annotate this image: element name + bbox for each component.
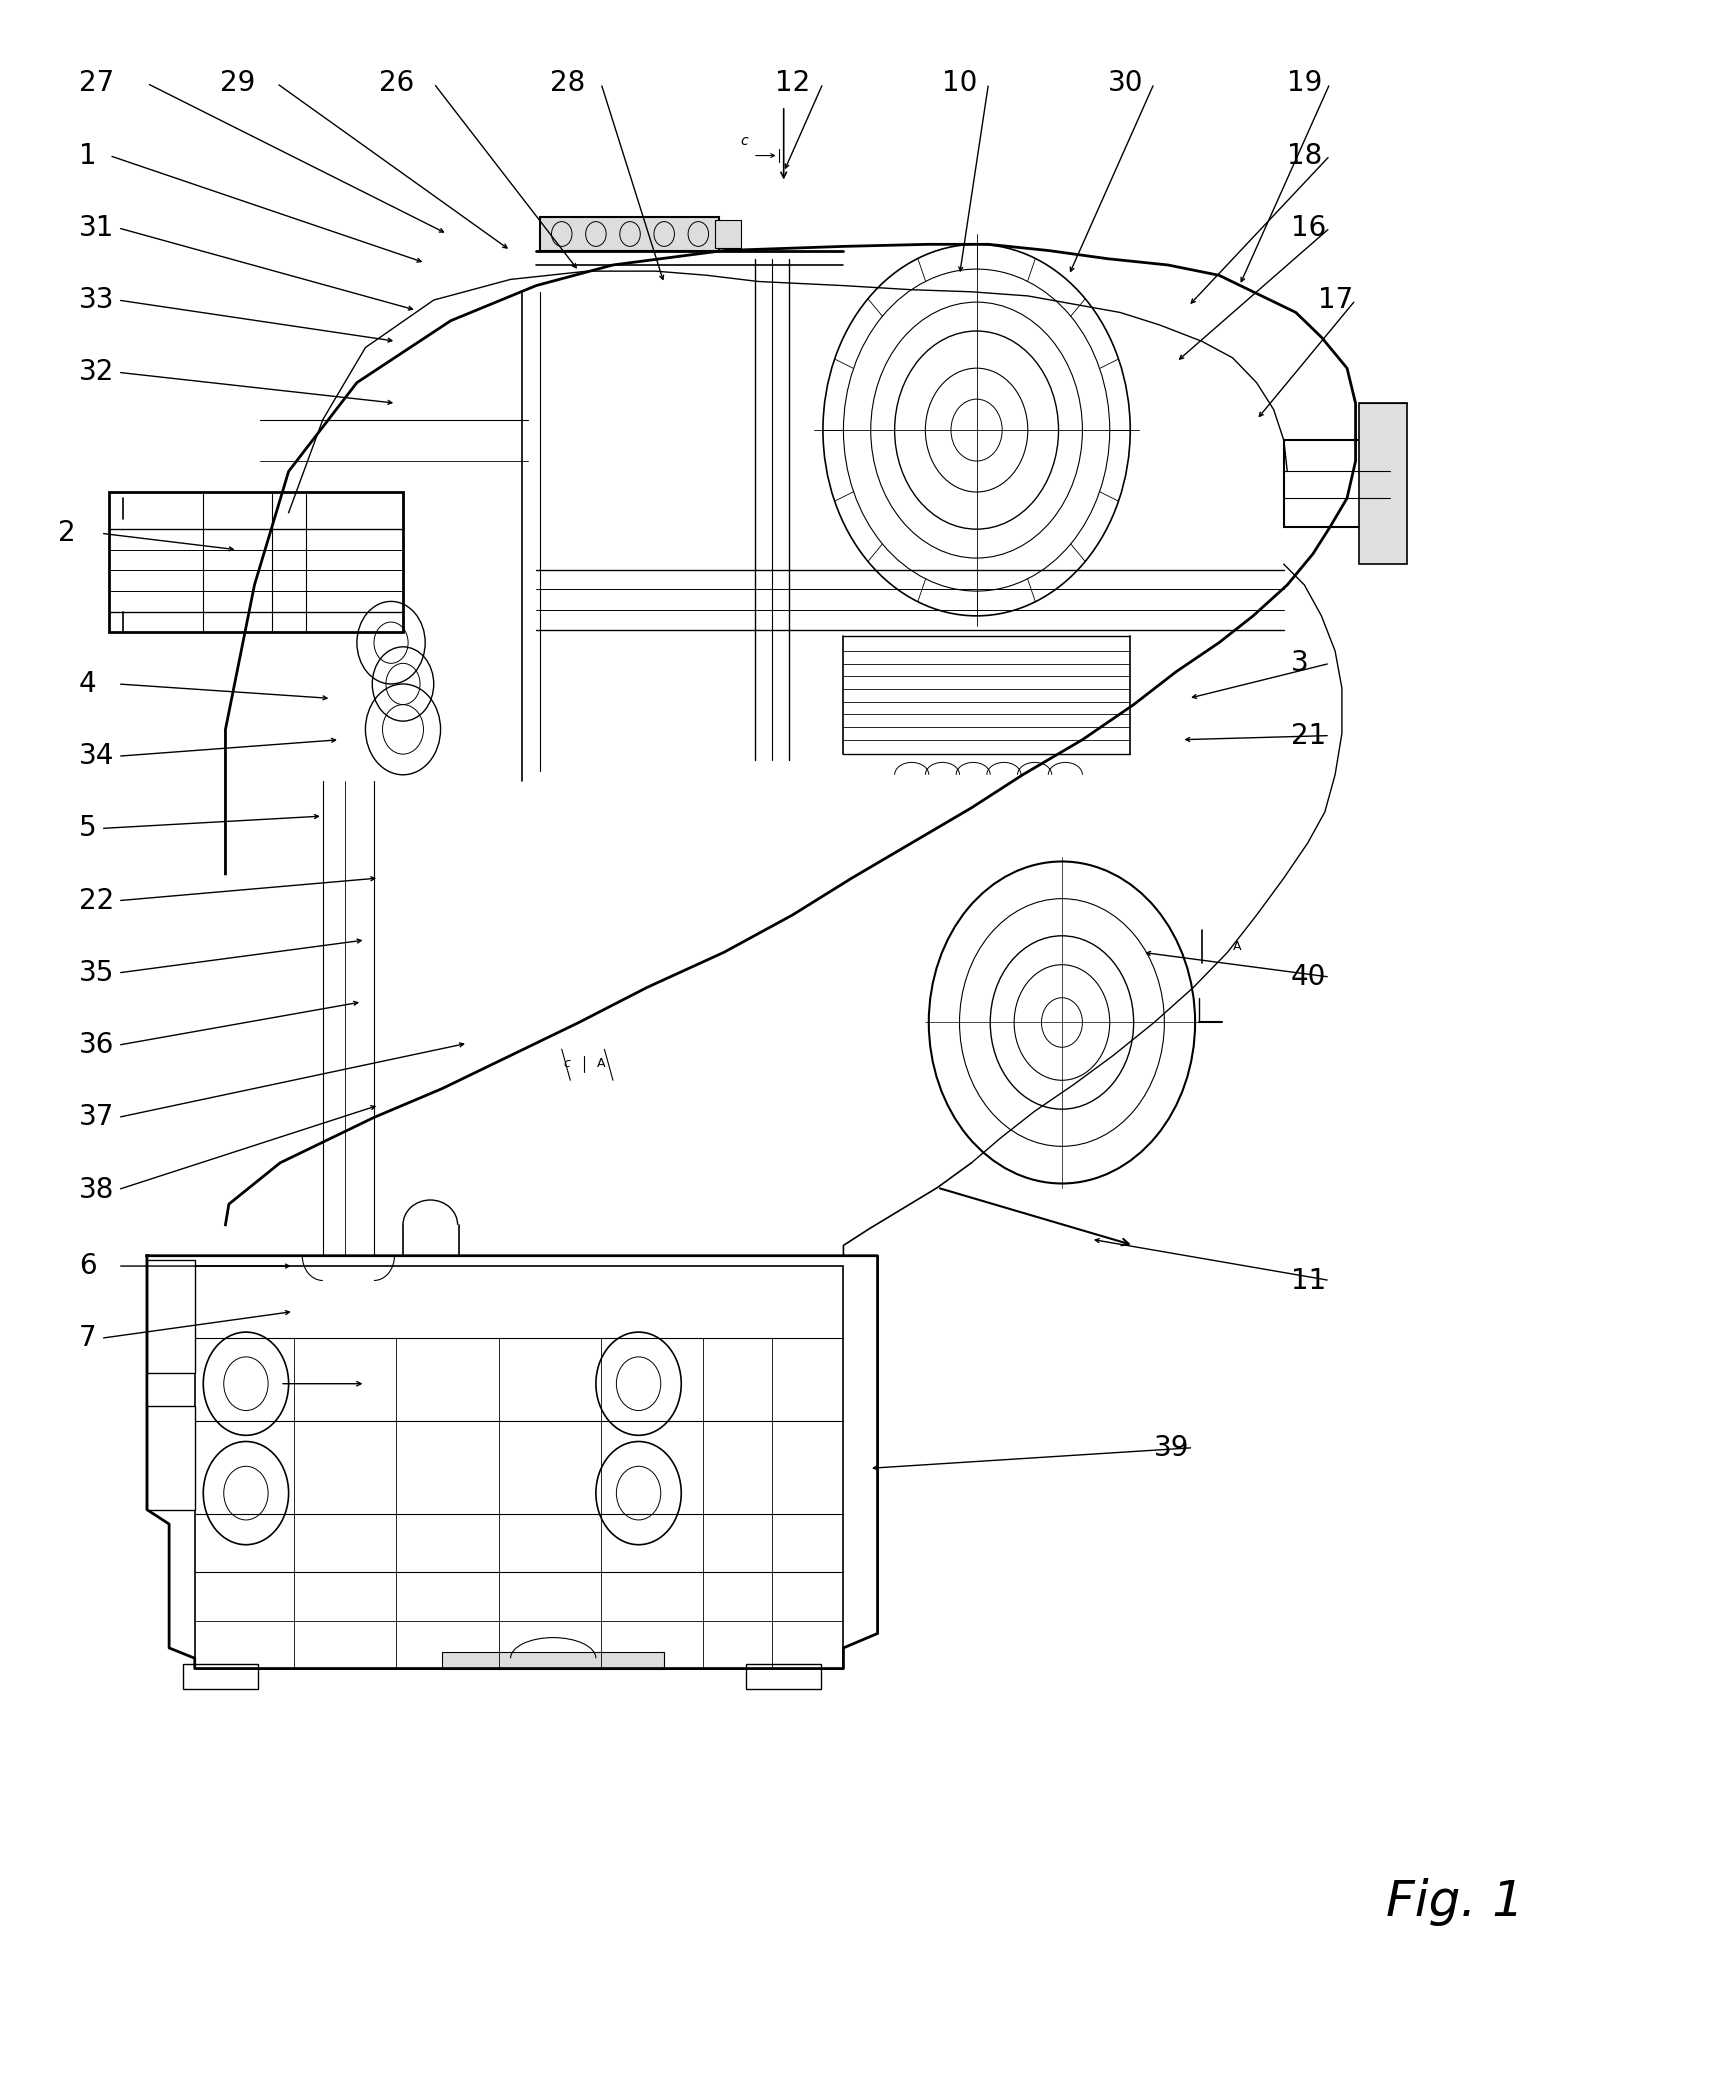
Bar	[146, 1259, 194, 1374]
Text: 34: 34	[79, 742, 114, 771]
Bar	[747, 1664, 821, 1689]
Text: 30: 30	[1108, 69, 1143, 98]
Text: A: A	[1232, 939, 1241, 952]
Bar	[1284, 441, 1389, 528]
Text: 31: 31	[79, 214, 114, 241]
Bar	[442, 1652, 664, 1669]
Text: 37: 37	[79, 1103, 114, 1130]
Bar	[716, 220, 742, 249]
Text: 22: 22	[79, 887, 114, 914]
Text: 11: 11	[1291, 1266, 1325, 1295]
Text: 17: 17	[1318, 287, 1353, 314]
Text: 12: 12	[774, 69, 811, 98]
Text: c: c	[563, 1058, 570, 1070]
Text: A: A	[597, 1058, 606, 1070]
Text: 39: 39	[1155, 1434, 1189, 1461]
Text: 27: 27	[79, 69, 114, 98]
Circle shape	[203, 1442, 289, 1544]
Circle shape	[595, 1442, 682, 1544]
Text: Fig. 1: Fig. 1	[1385, 1879, 1523, 1926]
Bar	[146, 1407, 194, 1509]
Text: 28: 28	[549, 69, 585, 98]
Text: 32: 32	[79, 357, 114, 387]
Circle shape	[595, 1332, 682, 1436]
Text: c: c	[740, 135, 749, 148]
Text: 2: 2	[59, 520, 76, 547]
Bar	[110, 492, 403, 632]
Text: 26: 26	[379, 69, 415, 98]
Text: 5: 5	[79, 815, 96, 842]
Text: 36: 36	[79, 1031, 114, 1060]
Circle shape	[203, 1332, 289, 1436]
Text: 7: 7	[79, 1324, 96, 1353]
Bar	[194, 1266, 843, 1669]
Bar	[1360, 403, 1406, 565]
Text: 33: 33	[79, 287, 114, 314]
Text: 19: 19	[1287, 69, 1323, 98]
Text: 1: 1	[79, 141, 96, 170]
Text: 3: 3	[1291, 648, 1308, 677]
Text: 6: 6	[79, 1253, 96, 1280]
Text: 38: 38	[79, 1176, 114, 1203]
Bar	[540, 218, 719, 251]
Text: 4: 4	[79, 669, 96, 698]
Text: 18: 18	[1287, 141, 1322, 170]
Text: 35: 35	[79, 958, 114, 987]
Text: 10: 10	[943, 69, 978, 98]
Text: 21: 21	[1291, 721, 1325, 750]
Text: 16: 16	[1291, 214, 1325, 241]
Text: 40: 40	[1291, 962, 1327, 991]
Bar	[182, 1664, 258, 1689]
Text: 29: 29	[220, 69, 256, 98]
